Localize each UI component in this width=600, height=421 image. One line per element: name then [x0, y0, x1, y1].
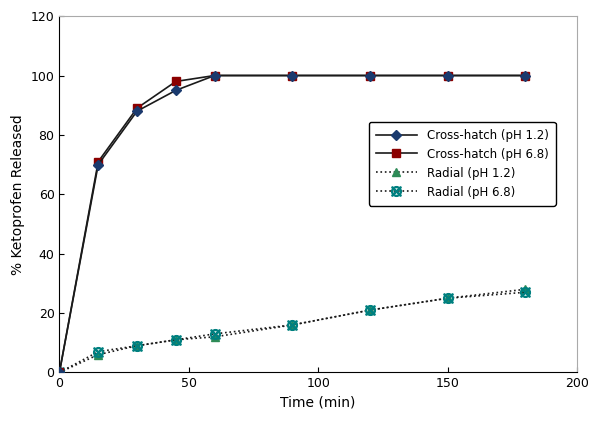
Radial (pH 6.8) — [95, 349, 102, 354]
Cross-hatch (pH 6.8) — [172, 79, 179, 84]
Radial (pH 6.8) — [367, 308, 374, 313]
Radial (pH 6.8) — [521, 290, 529, 295]
Radial (pH 6.8) — [444, 296, 451, 301]
Cross-hatch (pH 1.2) — [521, 73, 529, 78]
Radial (pH 1.2) — [95, 352, 102, 357]
Cross-hatch (pH 1.2) — [95, 162, 102, 167]
Cross-hatch (pH 1.2) — [211, 73, 218, 78]
Cross-hatch (pH 6.8) — [95, 159, 102, 164]
Radial (pH 1.2) — [56, 370, 63, 375]
Cross-hatch (pH 1.2) — [289, 73, 296, 78]
Cross-hatch (pH 1.2) — [56, 370, 63, 375]
Cross-hatch (pH 1.2) — [367, 73, 374, 78]
Radial (pH 6.8) — [172, 337, 179, 342]
Cross-hatch (pH 1.2) — [133, 109, 140, 114]
Cross-hatch (pH 1.2) — [444, 73, 451, 78]
Radial (pH 6.8) — [289, 322, 296, 328]
X-axis label: Time (min): Time (min) — [280, 396, 356, 410]
Radial (pH 6.8) — [133, 343, 140, 348]
Radial (pH 6.8) — [56, 370, 63, 375]
Radial (pH 1.2) — [367, 308, 374, 313]
Cross-hatch (pH 6.8) — [367, 73, 374, 78]
Line: Radial (pH 6.8): Radial (pH 6.8) — [55, 288, 530, 377]
Line: Cross-hatch (pH 6.8): Cross-hatch (pH 6.8) — [55, 71, 529, 377]
Cross-hatch (pH 6.8) — [521, 73, 529, 78]
Cross-hatch (pH 1.2) — [172, 88, 179, 93]
Line: Radial (pH 1.2): Radial (pH 1.2) — [55, 285, 529, 377]
Radial (pH 1.2) — [211, 334, 218, 339]
Line: Cross-hatch (pH 1.2): Cross-hatch (pH 1.2) — [56, 72, 529, 376]
Cross-hatch (pH 6.8) — [289, 73, 296, 78]
Cross-hatch (pH 6.8) — [56, 370, 63, 375]
Radial (pH 1.2) — [521, 287, 529, 292]
Radial (pH 1.2) — [444, 296, 451, 301]
Legend: Cross-hatch (pH 1.2), Cross-hatch (pH 6.8), Radial (pH 1.2), Radial (pH 6.8): Cross-hatch (pH 1.2), Cross-hatch (pH 6.… — [369, 122, 556, 206]
Radial (pH 6.8) — [211, 331, 218, 336]
Radial (pH 1.2) — [289, 322, 296, 328]
Y-axis label: % Ketoprofen Released: % Ketoprofen Released — [11, 114, 25, 274]
Cross-hatch (pH 6.8) — [133, 106, 140, 111]
Cross-hatch (pH 6.8) — [211, 73, 218, 78]
Cross-hatch (pH 6.8) — [444, 73, 451, 78]
Radial (pH 1.2) — [172, 337, 179, 342]
Radial (pH 1.2) — [133, 343, 140, 348]
